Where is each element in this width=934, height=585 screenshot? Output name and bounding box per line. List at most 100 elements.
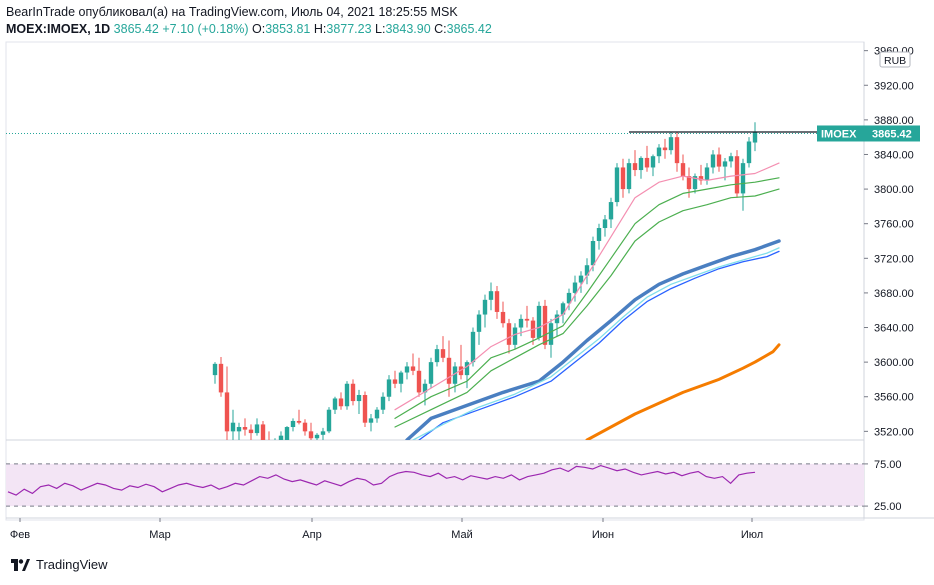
tradingview-brand[interactable]: TradingView	[36, 557, 108, 572]
tradingview-logo-icon[interactable]	[10, 558, 30, 572]
price-change: +7.10 (+0.18%)	[162, 22, 249, 36]
footer: TradingView	[10, 557, 108, 572]
low-label: L:	[375, 22, 386, 36]
candle-body	[722, 161, 728, 167]
candle-body	[356, 395, 362, 402]
price-pane	[212, 122, 864, 449]
publish-info: BearInTrade опубликовал(а) на TradingVie…	[6, 5, 458, 19]
rsi-band	[6, 463, 864, 507]
rsi-line	[7, 464, 756, 496]
candle-body	[332, 398, 338, 410]
time-tick-label: Фев	[10, 529, 30, 541]
price-tick-label: 3520.00	[874, 426, 914, 438]
candle-body	[506, 323, 512, 345]
price-tick-label: 3800.00	[874, 184, 914, 196]
currency-label: RUB	[884, 55, 906, 67]
candle-body	[746, 141, 752, 164]
moving-average-line	[585, 343, 781, 440]
candle-body	[710, 154, 716, 168]
candle-body	[608, 202, 614, 220]
candle-body	[464, 362, 470, 376]
candle-body	[548, 323, 554, 345]
candle-body	[218, 363, 224, 393]
candle-body	[470, 331, 476, 363]
last-price: 3865.42	[113, 22, 159, 36]
candle-body	[248, 429, 254, 434]
candle-body	[518, 318, 524, 328]
price-tick-label: 3720.00	[874, 253, 914, 265]
candle-body	[560, 303, 566, 315]
price-tick-label: 3600.00	[874, 357, 914, 369]
candle-body	[302, 422, 308, 432]
candle-body	[566, 292, 572, 304]
rsi-tick-label: 75.00	[874, 459, 902, 471]
candle-body	[704, 167, 710, 181]
price-chart[interactable]: 3960.003920.003880.003840.003800.003760.…	[0, 40, 934, 545]
candle-body	[602, 219, 608, 229]
price-tick-label: 3560.00	[874, 392, 914, 404]
currency-badge	[879, 51, 911, 68]
price-tick-label: 3920.00	[874, 80, 914, 92]
candle-body	[656, 147, 662, 157]
candle-body	[308, 431, 314, 439]
last-price-tag-label: 3865.42	[872, 128, 912, 140]
candle-body	[686, 176, 692, 190]
candle-body	[734, 156, 740, 194]
symbol-label[interactable]: MOEX:IMOEX, 1D	[6, 22, 111, 36]
moving-average-line	[405, 239, 781, 440]
open-label: O:	[252, 22, 266, 36]
candle-body	[230, 422, 236, 432]
chart-area[interactable]: 3960.003920.003880.003840.003800.003760.…	[0, 40, 934, 545]
candle-body	[314, 434, 320, 439]
last-price-tag	[864, 125, 920, 142]
high-value: 3877.23	[326, 22, 372, 36]
price-tick-label: 3680.00	[874, 288, 914, 300]
price-tick-label: 3880.00	[874, 115, 914, 127]
price-tick-label: 3840.00	[874, 149, 914, 161]
candle-body	[620, 167, 626, 190]
candle-body	[254, 424, 260, 434]
candle-body	[632, 163, 638, 171]
candle-body	[638, 157, 644, 171]
candle-body	[614, 167, 620, 203]
close-label: C:	[434, 22, 447, 36]
candle-body	[590, 241, 596, 266]
candle-body	[596, 228, 602, 241]
chart-border	[5, 41, 865, 521]
low-value: 3843.90	[385, 22, 431, 36]
candle-body	[267, 440, 271, 449]
candle-body	[242, 427, 248, 430]
candle-body	[752, 132, 758, 143]
time-tick-label: Май	[451, 529, 473, 541]
moving-average-line	[418, 250, 780, 440]
high-label: H:	[313, 22, 327, 36]
candle-body	[542, 305, 548, 345]
candle-body	[434, 349, 440, 363]
candle-body	[494, 291, 500, 312]
candle-body	[740, 163, 746, 194]
candle-body	[584, 265, 590, 276]
time-tick-label: Июн	[592, 529, 614, 541]
moving-average-line	[394, 177, 780, 419]
time-tick-label: Мар	[149, 529, 171, 541]
candle-body	[524, 318, 530, 321]
candle-body	[326, 409, 332, 432]
moving-average-line	[412, 247, 780, 440]
moving-average-line	[394, 162, 780, 411]
candle-body	[626, 163, 632, 190]
candle-body	[278, 435, 284, 440]
candle-body	[698, 176, 704, 181]
candle-body	[554, 314, 560, 324]
candle-body	[680, 163, 686, 177]
candle-body	[260, 424, 266, 440]
candle-body	[422, 383, 428, 393]
close-value: 3865.42	[446, 22, 492, 36]
candle-body	[224, 392, 230, 432]
candle-body	[578, 275, 584, 283]
candle-body	[374, 409, 380, 419]
candle-body	[236, 427, 242, 432]
candle-body	[500, 311, 506, 324]
chart-header: BearInTrade опубликовал(а) на TradingVie…	[6, 4, 492, 38]
candle-body	[386, 379, 392, 397]
candle-body	[338, 398, 344, 407]
